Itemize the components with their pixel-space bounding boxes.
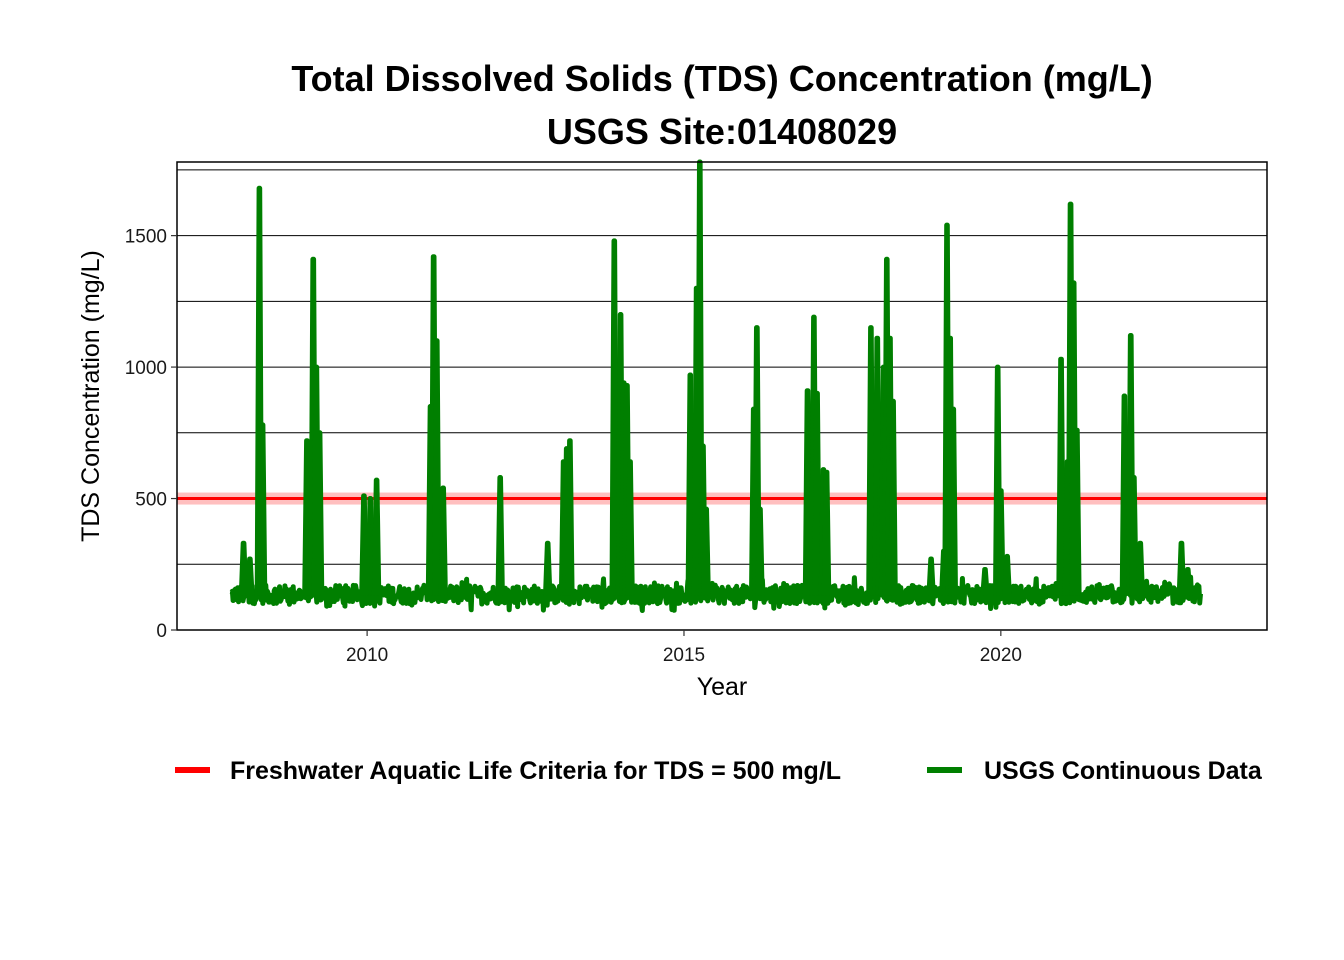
series-spike	[495, 475, 505, 596]
chart-subtitle: USGS Site:01408029	[547, 111, 897, 152]
series-spike	[1129, 475, 1139, 596]
series-spike	[302, 438, 312, 596]
series-spike	[314, 430, 325, 596]
series-spike	[438, 485, 448, 596]
data-series	[229, 159, 1203, 613]
series-spike	[238, 540, 249, 596]
chart-title: Total Dissolved Solids (TDS) Concentrati…	[291, 58, 1152, 99]
series-spike	[1072, 427, 1082, 596]
series-spike	[802, 388, 813, 596]
series-spike	[359, 493, 369, 596]
series-spike	[1176, 540, 1187, 596]
reference-line	[177, 492, 1267, 505]
series-spike	[701, 506, 711, 596]
series-spike	[926, 556, 936, 596]
series-spike	[1056, 356, 1066, 596]
series-line-baseline	[229, 574, 1203, 613]
series-spike	[812, 390, 822, 596]
series-spike	[755, 506, 765, 596]
grid-lines	[177, 169, 1267, 565]
y-tick-label: 500	[135, 490, 167, 511]
x-axis: 2010 2015 2020	[346, 630, 1022, 666]
series-spike	[888, 398, 898, 596]
series-spike	[980, 567, 990, 597]
series-spike	[371, 477, 382, 596]
y-tick-label: 1500	[125, 227, 167, 248]
x-tick-label: 2015	[663, 645, 705, 666]
series-spike	[1002, 553, 1012, 596]
legend: Freshwater Aquatic Life Criteria for TDS…	[175, 757, 1263, 785]
series-spike	[625, 459, 635, 596]
series-spike	[948, 406, 958, 596]
legend-label-reference: Freshwater Aquatic Life Criteria for TDS…	[230, 757, 841, 785]
series-spike	[257, 422, 268, 596]
series-spike	[866, 325, 876, 596]
y-axis-title: TDS Concentration (mg/L)	[77, 250, 105, 542]
series-spike	[821, 469, 832, 596]
series-spike	[1183, 567, 1193, 597]
series-spike	[432, 338, 442, 596]
x-tick-label: 2010	[346, 645, 388, 666]
series-spike	[565, 438, 575, 596]
y-tick-label: 1000	[125, 358, 167, 379]
y-axis: 0 500 1000 1500	[125, 227, 177, 642]
series-spike	[1135, 540, 1145, 596]
x-tick-label: 2020	[980, 645, 1022, 666]
series-spike	[1119, 393, 1130, 596]
legend-label-series: USGS Continuous Data	[984, 757, 1263, 785]
plot-panel-border	[176, 161, 1268, 631]
y-tick-label: 0	[156, 621, 167, 642]
series-spike	[609, 238, 619, 596]
series-spike	[543, 540, 553, 596]
series-spike	[685, 372, 695, 596]
series-spike	[996, 488, 1006, 596]
series-spike	[245, 556, 255, 596]
x-axis-title: Year	[697, 673, 748, 701]
